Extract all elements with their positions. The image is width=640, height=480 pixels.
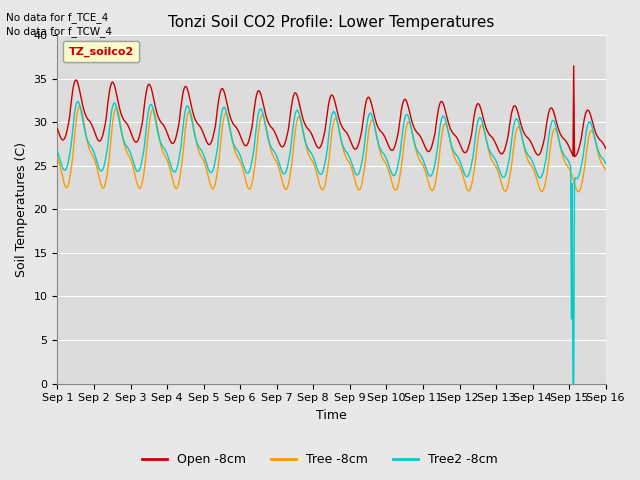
Legend: Open -8cm, Tree -8cm, Tree2 -8cm: Open -8cm, Tree -8cm, Tree2 -8cm	[137, 448, 503, 471]
Y-axis label: Soil Temperatures (C): Soil Temperatures (C)	[15, 142, 28, 277]
Text: No data for f_TCW_4: No data for f_TCW_4	[6, 26, 113, 37]
Legend: TZ_soilco2: TZ_soilco2	[63, 41, 140, 62]
Title: Tonzi Soil CO2 Profile: Lower Temperatures: Tonzi Soil CO2 Profile: Lower Temperatur…	[168, 15, 495, 30]
Text: No data for f_TCE_4: No data for f_TCE_4	[6, 12, 109, 23]
X-axis label: Time: Time	[316, 409, 347, 422]
